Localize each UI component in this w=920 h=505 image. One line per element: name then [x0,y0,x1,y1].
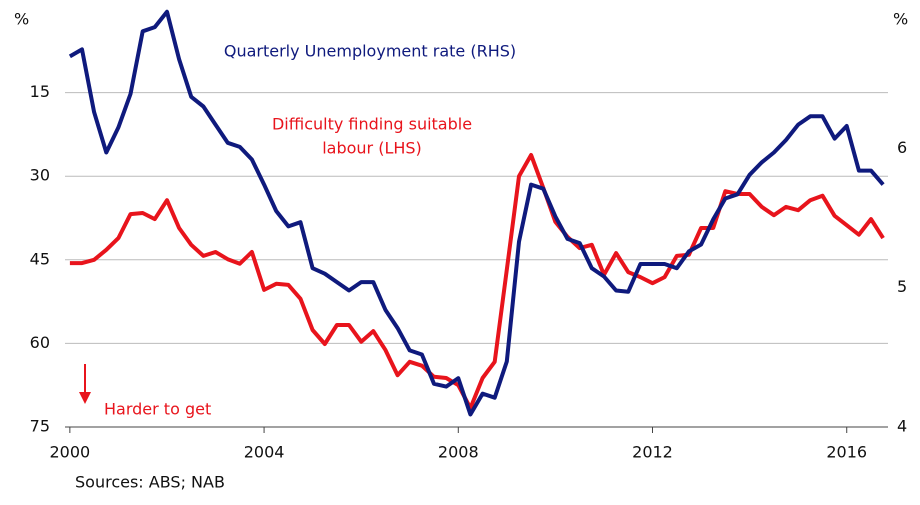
y-tick-label: 60 [30,333,50,352]
x-tick-label: 2012 [632,443,673,462]
series-line [68,9,885,417]
annotation: Harder to get [104,400,211,419]
y-tick-label: 45 [30,249,50,268]
source: Sources: ABS; NAB [75,473,225,492]
y-tick-label: 75 [30,417,50,436]
y2-unit: % [893,10,908,29]
x-tick-label: 2016 [826,443,867,462]
x-tick-label: 2008 [438,443,479,462]
x-tick-label: 2004 [244,443,285,462]
y2-tick-label: 4 [897,417,907,436]
series-label: Quarterly Unemployment rate (RHS) [224,42,516,61]
y2-tick-label: 5 [897,277,907,296]
y-tick-label: 30 [30,166,50,185]
y2-tick-label: 6 [897,138,907,157]
series-label: Difficulty finding suitable [272,115,472,134]
series-label: labour (LHS) [322,139,422,158]
series-line [69,153,885,411]
y-unit: % [14,10,29,29]
arrow-head [79,392,91,404]
x-tick-label: 2000 [49,443,90,462]
y-tick-label: 15 [30,82,50,101]
